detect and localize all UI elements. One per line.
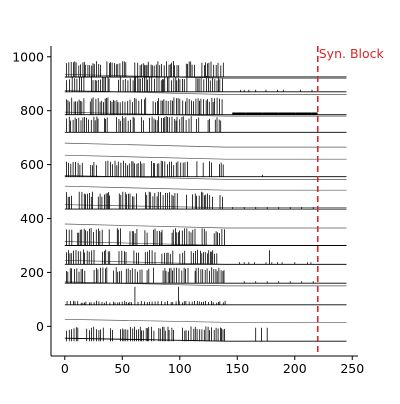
trace-spikes xyxy=(66,228,225,246)
trace-baseline xyxy=(64,90,347,95)
trace-baseline xyxy=(64,142,347,148)
trace-4 xyxy=(64,267,347,284)
y-tick-label: 200 xyxy=(20,265,44,280)
trace-18 xyxy=(64,111,347,117)
y-tick-label: 800 xyxy=(20,103,44,118)
trace-11 xyxy=(64,191,347,210)
trace-15 xyxy=(64,154,347,160)
annotations-layer: Syn. Block xyxy=(316,46,385,356)
trace-baseline xyxy=(64,337,347,342)
trace-spikes xyxy=(66,267,314,284)
trace-8 xyxy=(64,228,347,246)
trace-14 xyxy=(64,160,347,178)
trace-20 xyxy=(64,90,347,95)
y-tick-label: 0 xyxy=(36,319,44,334)
trace-baseline xyxy=(64,318,347,323)
x-tick-label: 0 xyxy=(61,361,69,376)
trace-21 xyxy=(64,75,347,93)
trace-spikes xyxy=(66,75,313,92)
trace-0 xyxy=(64,326,347,342)
trace-baseline xyxy=(64,185,347,191)
y-tick-label: 400 xyxy=(20,211,44,226)
axes-layer: 0 50 100 150 200 250 0 200 400 600 800 1000 xyxy=(12,46,364,376)
syn-block-label: Syn. Block xyxy=(319,46,385,61)
trace-23 xyxy=(64,61,347,78)
trace-spikes xyxy=(66,326,268,342)
trace-10 xyxy=(64,204,347,209)
trace-17 xyxy=(64,116,347,133)
trace-13 xyxy=(64,175,347,180)
trace-baseline xyxy=(64,223,347,229)
x-tick-label: 100 xyxy=(168,361,192,376)
trace-baseline xyxy=(64,111,347,117)
y-tick-label: 600 xyxy=(20,157,44,172)
trace-1 xyxy=(64,318,347,323)
trace-baseline xyxy=(64,73,347,79)
trace-spikes xyxy=(66,97,318,115)
x-tick-label: 50 xyxy=(114,361,130,376)
trace-spikes xyxy=(66,249,312,265)
x-tick-label: 250 xyxy=(340,361,364,376)
trace-12 xyxy=(64,185,347,191)
trace-baseline xyxy=(64,241,347,246)
trace-19 xyxy=(64,97,347,116)
traces-layer xyxy=(64,61,347,342)
trace-spikes xyxy=(66,61,224,77)
trace-9 xyxy=(64,223,347,229)
trace-7 xyxy=(64,241,347,246)
y-tick-label: 1000 xyxy=(12,49,44,64)
x-tick-label: 150 xyxy=(225,361,249,376)
trace-baseline xyxy=(64,204,347,209)
trace-6 xyxy=(64,249,347,265)
trace-baseline xyxy=(64,175,347,180)
trace-spikes xyxy=(66,286,226,305)
trace-22 xyxy=(64,73,347,79)
trace-2 xyxy=(64,286,347,306)
trace-16 xyxy=(64,142,347,148)
trace-spikes xyxy=(66,116,222,133)
trace-spikes xyxy=(66,160,263,177)
trace-spikes xyxy=(66,191,314,210)
x-tick-label: 200 xyxy=(283,361,307,376)
trace-baseline xyxy=(64,154,347,160)
